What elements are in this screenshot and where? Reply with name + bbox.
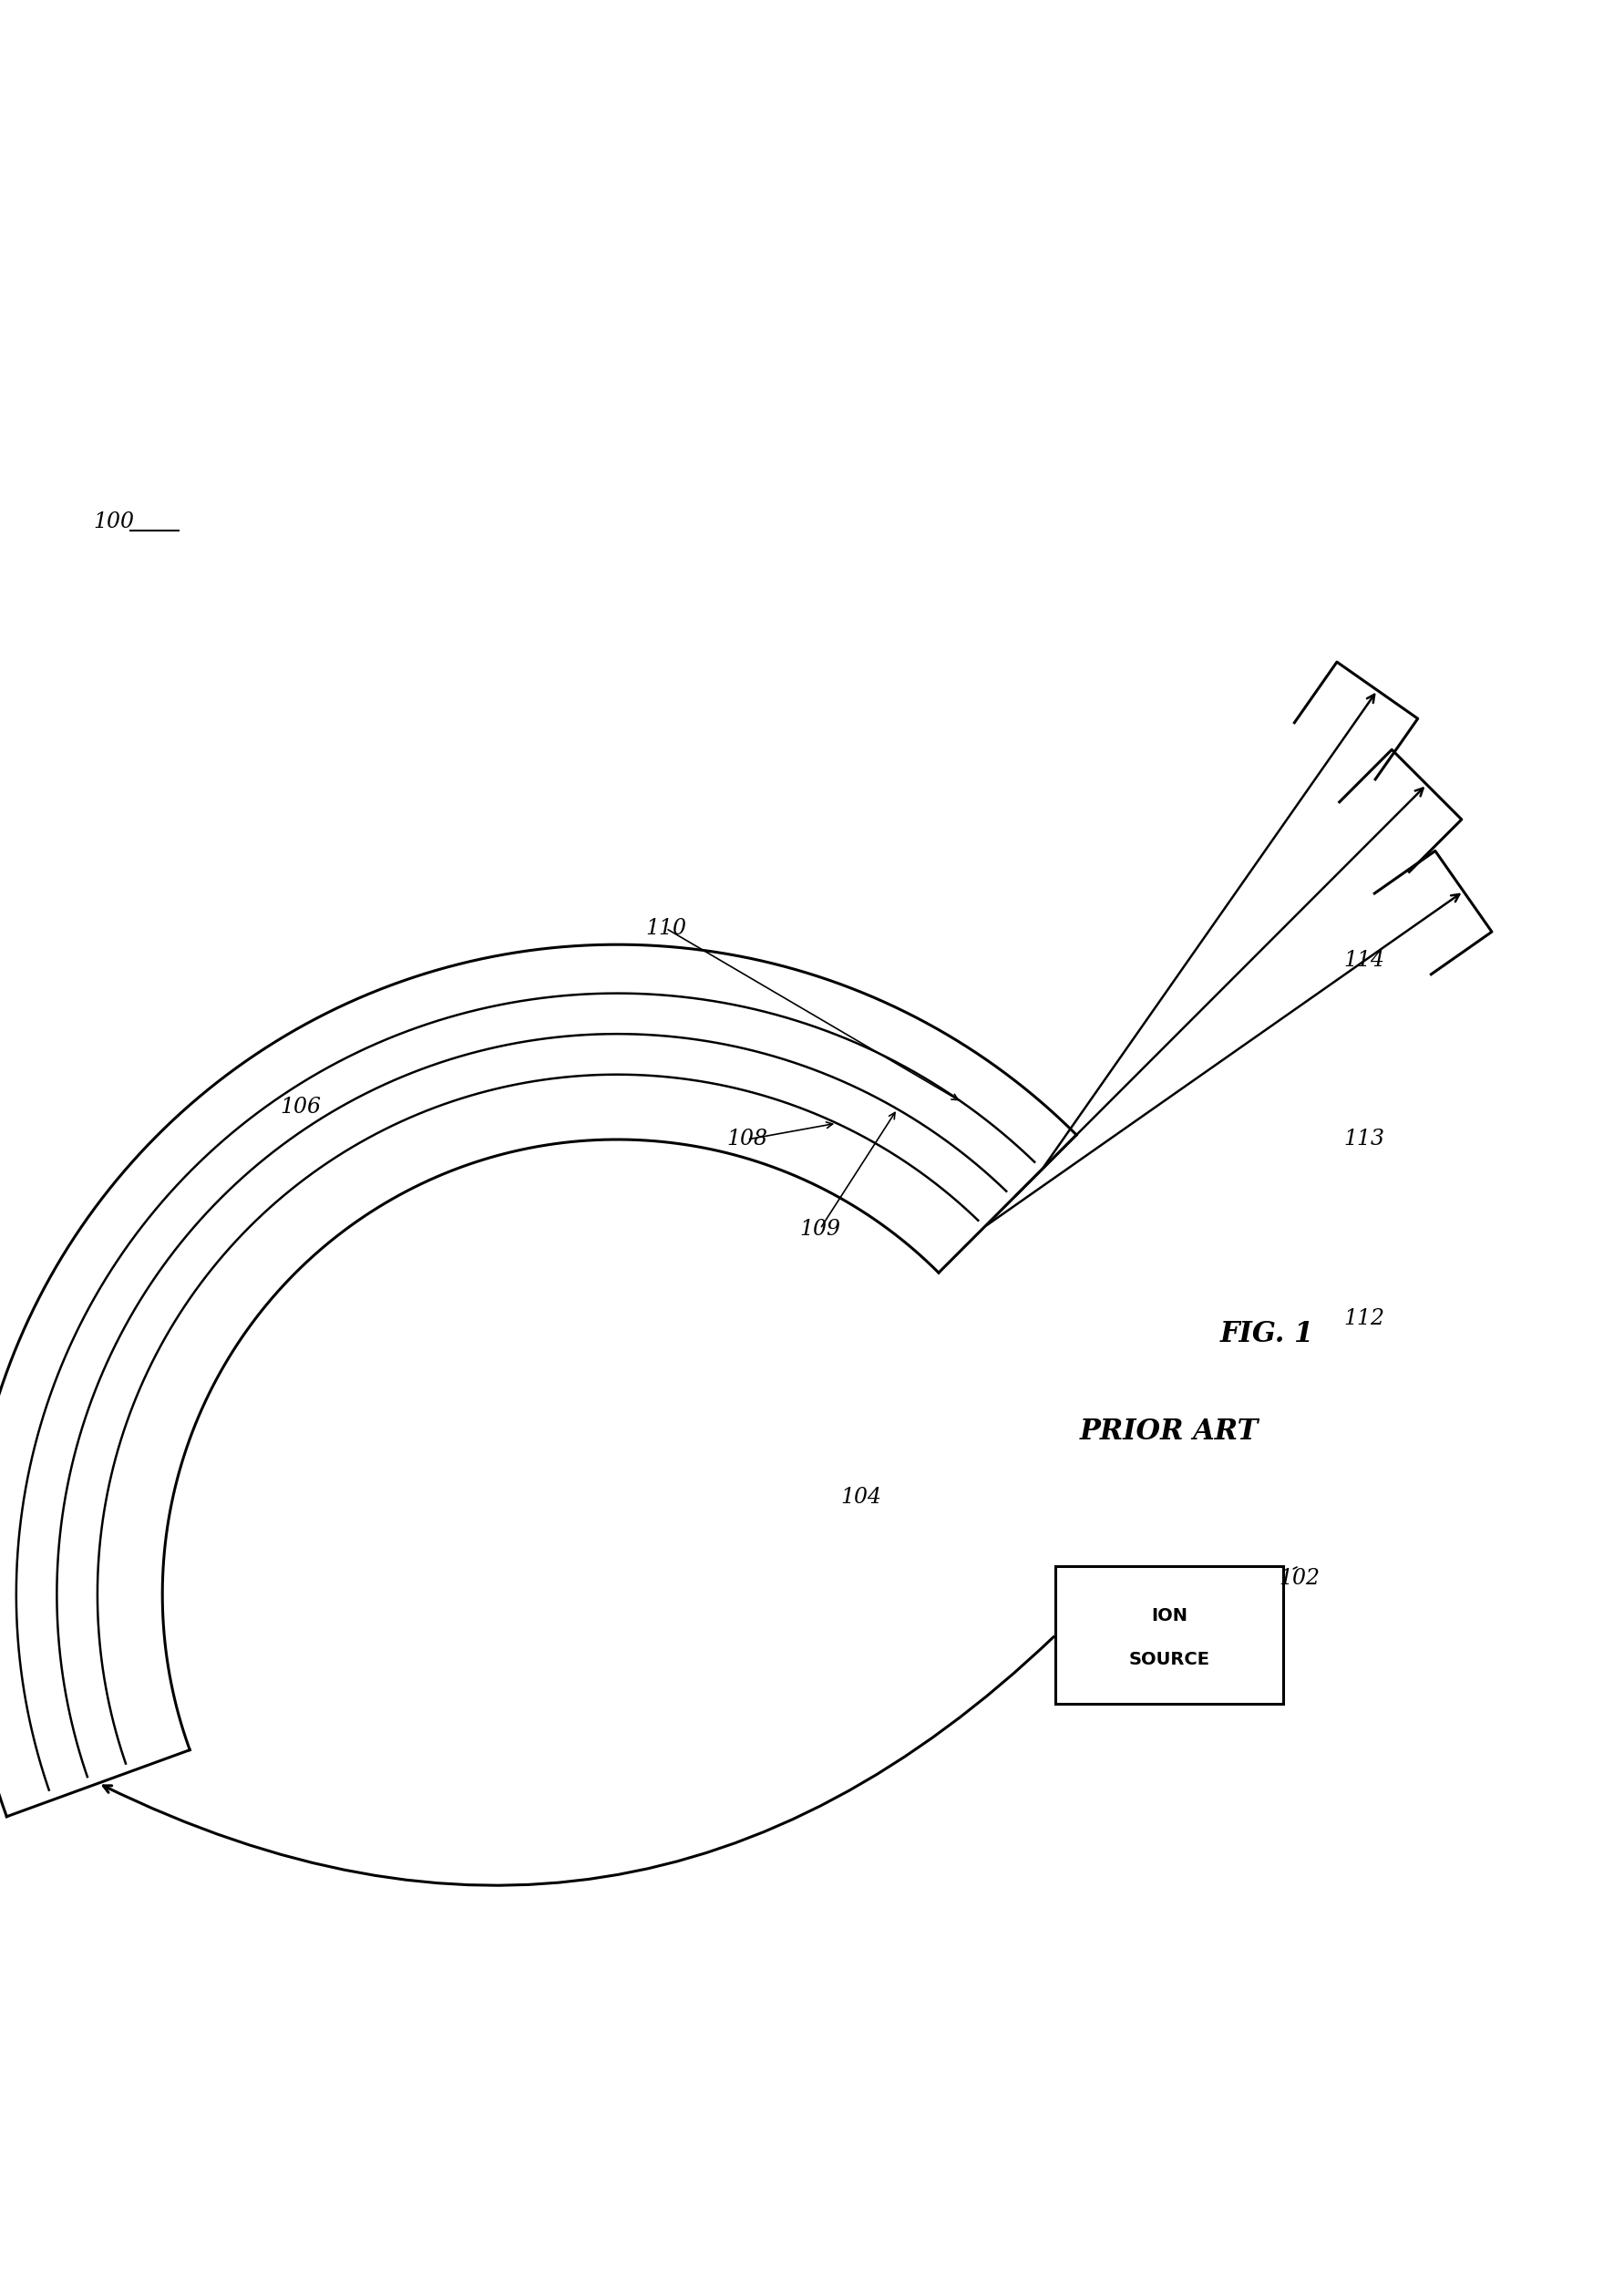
Text: PRIOR ART: PRIOR ART xyxy=(1080,1418,1259,1447)
Text: SOURCE: SOURCE xyxy=(1129,1650,1210,1668)
Bar xyxy=(1056,1566,1283,1705)
Text: 106: 106 xyxy=(279,1096,322,1117)
Text: 100: 100 xyxy=(93,513,135,533)
Text: 110: 110 xyxy=(645,918,687,939)
Text: FIG. 1: FIG. 1 xyxy=(1220,1320,1314,1349)
Text: 113: 113 xyxy=(1343,1128,1385,1151)
Text: 112: 112 xyxy=(1343,1308,1385,1329)
Text: ION: ION xyxy=(1151,1607,1187,1625)
Text: 102: 102 xyxy=(1278,1568,1320,1588)
Text: 114: 114 xyxy=(1343,950,1385,971)
Text: 108: 108 xyxy=(726,1128,768,1151)
Text: 109: 109 xyxy=(799,1219,841,1240)
Text: 104: 104 xyxy=(840,1486,882,1506)
